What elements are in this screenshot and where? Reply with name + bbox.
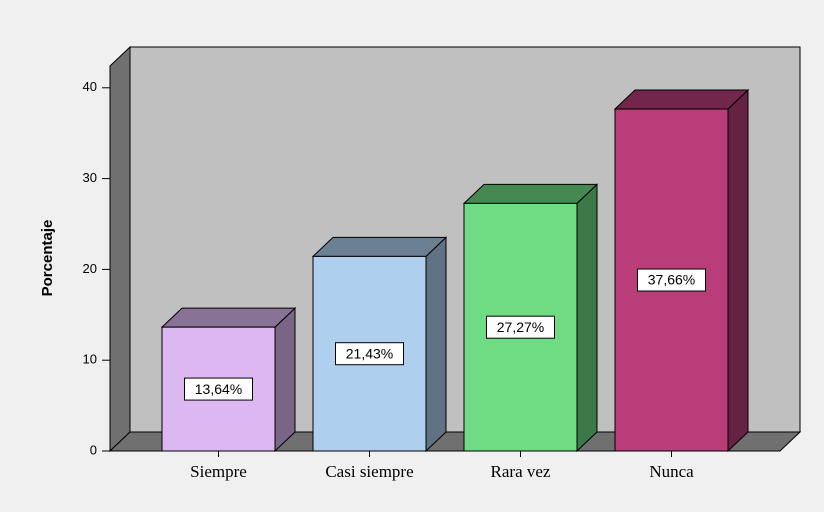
value-label-box [335, 342, 404, 366]
x-tick-label: Siempre [190, 462, 247, 481]
y-axis-label: Porcentaje [39, 220, 56, 297]
value-label-box [486, 315, 555, 339]
bar-side [274, 306, 296, 453]
x-tick-label: Casi siempre [325, 462, 413, 481]
y-tick-label: 10 [83, 352, 97, 367]
value-label-box [637, 268, 706, 292]
value-label-box [184, 377, 253, 401]
x-tick-label: Rara vez [491, 462, 551, 481]
value-label: 27,27% [497, 319, 544, 335]
value-label: 21,43% [346, 345, 393, 361]
bar-side [727, 88, 749, 453]
bar-top [462, 183, 599, 204]
x-tick-label: Nunca [649, 462, 694, 481]
bar-top [160, 307, 297, 328]
bar-top [613, 89, 750, 110]
y-tick-label: 30 [83, 170, 97, 185]
y-tick-label: 40 [83, 79, 97, 94]
value-label: 37,66% [648, 272, 695, 288]
side-wall [109, 45, 131, 453]
y-tick-label: 0 [90, 442, 97, 457]
bar-side [576, 183, 598, 453]
value-label: 13,64% [195, 381, 242, 397]
bar-side [425, 236, 447, 453]
y-tick-label: 20 [83, 261, 97, 276]
bar-top [311, 236, 448, 257]
